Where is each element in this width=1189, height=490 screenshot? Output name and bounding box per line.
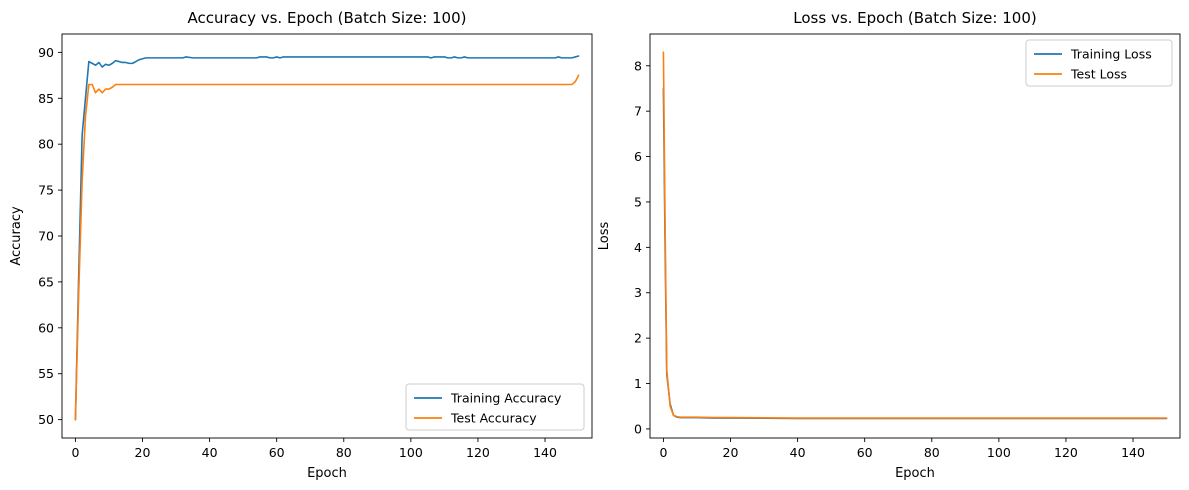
loss-x-tick-label: 80 xyxy=(924,445,940,460)
accuracy-legend-box xyxy=(405,383,585,431)
accuracy-x-axis-label: Epoch xyxy=(307,466,347,481)
loss-axes-frame xyxy=(649,33,1181,439)
accuracy-y-tick-label: 70 xyxy=(38,229,54,244)
loss-y-tick-label: 7 xyxy=(634,104,642,119)
loss-x-tick-label: 40 xyxy=(790,445,806,460)
loss-y-tick-label: 2 xyxy=(634,331,642,346)
training-loss-line xyxy=(662,87,1168,420)
loss-x-tick-label: 100 xyxy=(987,445,1011,460)
loss-legend-box xyxy=(1025,39,1173,87)
loss-legend: Training Loss Test Loss xyxy=(1025,39,1173,87)
loss-x-axis-label: Epoch xyxy=(895,466,935,481)
loss-y-tick-label: 0 xyxy=(634,421,642,436)
loss-y-axis-label: Loss xyxy=(597,222,612,251)
loss-plot-area xyxy=(662,51,1168,420)
loss-y-tick-label: 1 xyxy=(634,376,642,391)
accuracy-y-tick-label: 55 xyxy=(38,366,54,381)
accuracy-y-tick-label: 85 xyxy=(38,91,54,106)
training-loss-legend-label: Training Loss xyxy=(1070,47,1152,62)
test-loss-legend-label: Test Loss xyxy=(1070,67,1127,82)
training-accuracy-line xyxy=(74,55,580,421)
accuracy-x-tick-label: 80 xyxy=(336,445,352,460)
accuracy-axes-frame xyxy=(61,33,593,439)
test-accuracy-line xyxy=(74,74,580,421)
accuracy-y-tick-label: 75 xyxy=(38,183,54,198)
test-accuracy-legend-label: Test Accuracy xyxy=(450,411,537,426)
accuracy-legend: Training Accuracy Test Accuracy xyxy=(405,383,585,431)
accuracy-x-tick-label: 20 xyxy=(135,445,151,460)
loss-y-tick-label: 4 xyxy=(634,240,642,255)
accuracy-x-tick-label: 0 xyxy=(71,445,79,460)
accuracy-chart-title: Accuracy vs. Epoch (Batch Size: 100) xyxy=(187,9,466,27)
accuracy-x-tick-label: 140 xyxy=(533,445,557,460)
loss-chart: Loss vs. Epoch (Batch Size: 100) Epoch L… xyxy=(597,9,1181,481)
loss-chart-title: Loss vs. Epoch (Batch Size: 100) xyxy=(793,9,1036,27)
loss-x-tick-label: 140 xyxy=(1121,445,1145,460)
loss-y-tick-label: 5 xyxy=(634,194,642,209)
training-accuracy-legend-label: Training Accuracy xyxy=(450,391,562,406)
test-loss-line xyxy=(662,51,1168,419)
accuracy-y-tick-label: 50 xyxy=(38,412,54,427)
loss-x-tick-label: 60 xyxy=(857,445,873,460)
accuracy-x-tick-label: 120 xyxy=(466,445,490,460)
loss-y-tick-label: 8 xyxy=(634,58,642,73)
accuracy-y-axis-label: Accuracy xyxy=(9,206,24,266)
accuracy-x-tick-label: 40 xyxy=(202,445,218,460)
accuracy-y-tick-label: 60 xyxy=(38,320,54,335)
loss-x-tick-label: 20 xyxy=(723,445,739,460)
accuracy-y-tick-label: 80 xyxy=(38,137,54,152)
accuracy-chart: Accuracy vs. Epoch (Batch Size: 100) Epo… xyxy=(9,9,593,481)
loss-y-tick-label: 6 xyxy=(634,149,642,164)
accuracy-x-tick-label: 100 xyxy=(399,445,423,460)
loss-x-tick-label: 120 xyxy=(1054,445,1078,460)
loss-y-tick-label: 3 xyxy=(634,285,642,300)
accuracy-y-tick-label: 65 xyxy=(38,274,54,289)
accuracy-plot-area xyxy=(74,55,580,421)
accuracy-y-tick-label: 90 xyxy=(38,45,54,60)
loss-x-tick-label: 0 xyxy=(659,445,667,460)
accuracy-x-tick-label: 60 xyxy=(269,445,285,460)
